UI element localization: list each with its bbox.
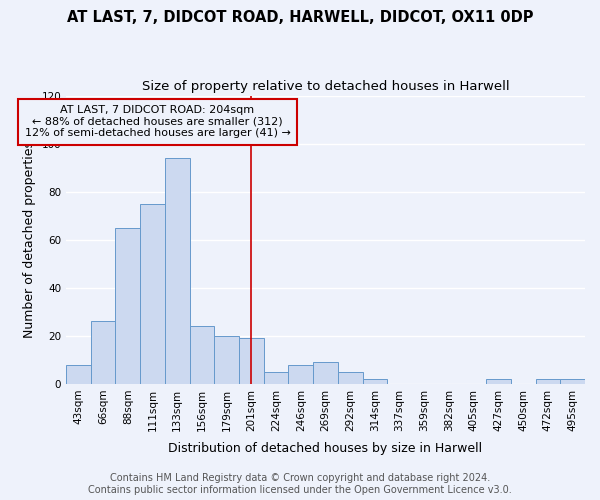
Bar — [560, 379, 585, 384]
X-axis label: Distribution of detached houses by size in Harwell: Distribution of detached houses by size … — [169, 442, 482, 455]
Bar — [239, 338, 264, 384]
Bar — [338, 372, 362, 384]
Bar — [140, 204, 165, 384]
Y-axis label: Number of detached properties: Number of detached properties — [23, 141, 36, 338]
Text: AT LAST, 7 DIDCOT ROAD: 204sqm
← 88% of detached houses are smaller (312)
12% of: AT LAST, 7 DIDCOT ROAD: 204sqm ← 88% of … — [25, 105, 290, 138]
Bar — [536, 379, 560, 384]
Bar — [289, 364, 313, 384]
Bar — [190, 326, 214, 384]
Bar — [214, 336, 239, 384]
Bar — [362, 379, 387, 384]
Title: Size of property relative to detached houses in Harwell: Size of property relative to detached ho… — [142, 80, 509, 93]
Bar — [115, 228, 140, 384]
Bar — [486, 379, 511, 384]
Text: Contains HM Land Registry data © Crown copyright and database right 2024.
Contai: Contains HM Land Registry data © Crown c… — [88, 474, 512, 495]
Bar — [313, 362, 338, 384]
Bar — [165, 158, 190, 384]
Bar — [91, 322, 115, 384]
Text: AT LAST, 7, DIDCOT ROAD, HARWELL, DIDCOT, OX11 0DP: AT LAST, 7, DIDCOT ROAD, HARWELL, DIDCOT… — [67, 10, 533, 25]
Bar — [264, 372, 289, 384]
Bar — [66, 364, 91, 384]
